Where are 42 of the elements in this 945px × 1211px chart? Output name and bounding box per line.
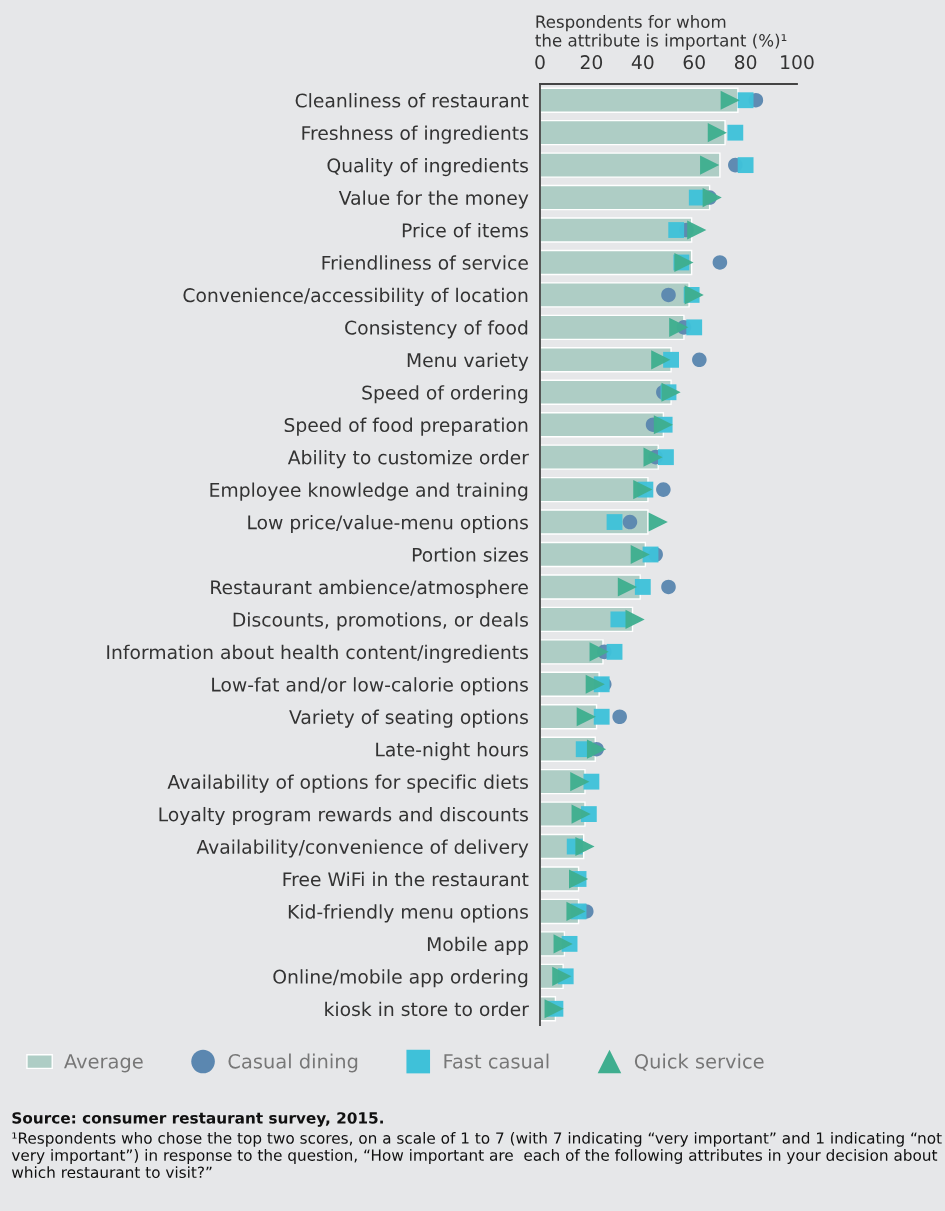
legend-label: Casual dining [228, 1053, 358, 1073]
x-tick-label: 80 [734, 55, 757, 70]
x-tick-label: 60 [683, 55, 705, 70]
y-tick-label: Price of items [402, 222, 528, 238]
legend-label: Quick service [634, 1053, 764, 1071]
y-tick-label: Free WiFi in the restaurant [283, 871, 529, 887]
y-tick-label: Loyalty program rewards and discounts [159, 806, 528, 826]
x-tick-label: 40 [631, 55, 654, 70]
y-tick-label: Restaurant ambience/atmosphere [211, 579, 528, 598]
y-tick-label: Menu variety [407, 352, 529, 371]
x-tick-label: 20 [580, 55, 603, 70]
y-tick-label: Consistency of food [345, 320, 528, 339]
y-tick-label: Kid-friendly menu options [288, 904, 528, 923]
y-tick-label: Variety of seating options [289, 709, 528, 728]
y-tick-label: Quality of ingredients [327, 158, 528, 177]
y-tick-label: Value for the money [338, 190, 529, 209]
legend-label: Fast casual [444, 1053, 549, 1069]
y-tick-label: Mobile app [427, 936, 528, 955]
y-tick-label: Employee knowledge and training [210, 482, 528, 501]
y-tick-label: Friendliness of service [322, 255, 528, 270]
y-tick-label: Online/mobile app ordering [273, 969, 528, 988]
x-tick-label: 0 [535, 55, 545, 70]
y-tick-label: Speed of food preparation [284, 417, 528, 436]
y-tick-label: Ability to customize order [287, 450, 529, 469]
y-tick-label: Convenience/accessibility of location [183, 287, 528, 306]
y-tick-label: Information about health content/ingredients [107, 644, 528, 663]
y-tick-label: Availability of options for specific diets [167, 774, 528, 793]
y-tick-label: Freshness of ingredients [302, 125, 528, 144]
x-tick-label: 100 [781, 55, 814, 70]
y-tick-label: Late-night hours [376, 742, 528, 761]
legend-label: Average [64, 1054, 143, 1073]
y-tick-label: Low price/value-menu options [248, 514, 528, 534]
text: ¹Respondents who chose the top two scores, on a scale of 1 to 7 (with 7 indicating “very important” and 1 indicating “not very important”) in response to the question, “How important are each of the following attributes in your decision about which restaurant to visit?” [11, 1132, 942, 1179]
y-tick-label: Cleanliness of restaurant [295, 93, 529, 108]
y-tick-label: Speed of ordering [362, 385, 528, 404]
y-tick-label: Availability/convenience of delivery [196, 839, 529, 858]
y-tick-label: Portion sizes [412, 547, 528, 562]
y-tick-label: Discounts, promotions, or deals [233, 612, 528, 631]
x-axis-title: Respondents for whom the attribute is important (%)¹ [535, 15, 787, 50]
y-tick-label: kiosk in store to order [325, 1001, 529, 1017]
y-tick-label: Low-fat and/or low-calorie options [212, 677, 528, 696]
source-note: Source: consumer restaurant survey, 2015. [12, 1112, 383, 1127]
